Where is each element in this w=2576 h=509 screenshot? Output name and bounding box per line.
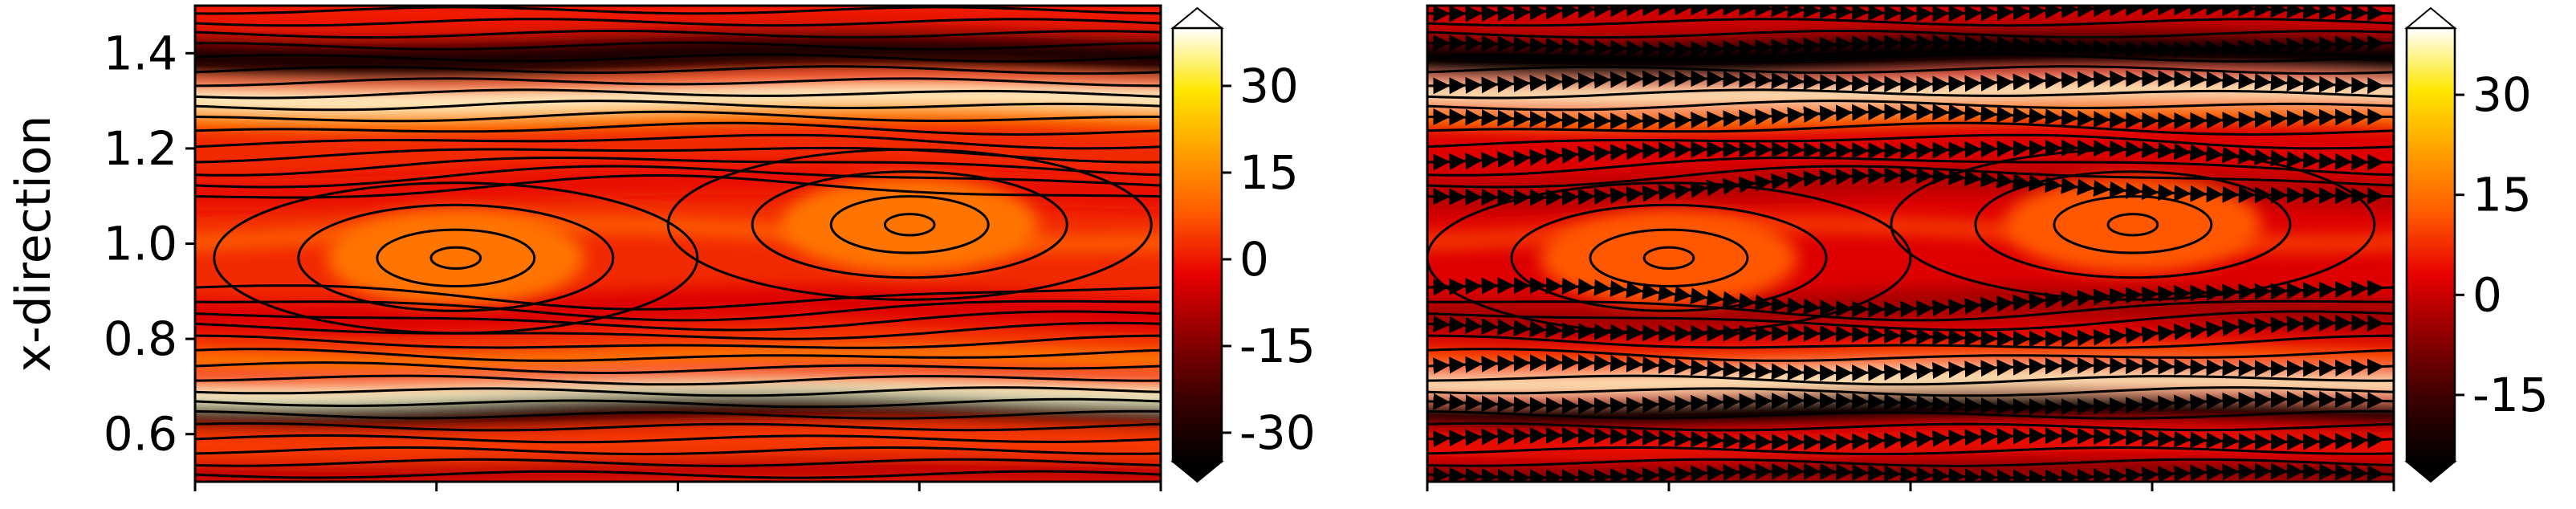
streamline bbox=[195, 421, 1161, 432]
vortex-orbit-2 bbox=[751, 170, 1068, 279]
streamline bbox=[1427, 348, 2394, 362]
y-tick-label: 1.2 bbox=[104, 121, 177, 176]
streamline bbox=[1427, 6, 2394, 22]
streamline bbox=[1427, 65, 2394, 75]
streamline bbox=[1427, 354, 2394, 382]
vortex-core-1 bbox=[327, 210, 584, 307]
streamline bbox=[1427, 426, 2394, 451]
streamline bbox=[195, 334, 1161, 349]
streamline bbox=[195, 77, 1161, 88]
streamline bbox=[195, 397, 1161, 409]
colorbar-1 bbox=[1173, 28, 1222, 462]
streamline bbox=[195, 470, 1161, 479]
streamline bbox=[195, 386, 1161, 397]
colorbar-tick-label: 0 bbox=[1239, 232, 1269, 287]
streamline bbox=[1427, 421, 2394, 432]
streamline bbox=[195, 6, 1161, 15]
vortex-orbit-1 bbox=[1589, 228, 1749, 287]
streamline bbox=[1427, 314, 2394, 348]
colorbar-tick-label: 15 bbox=[2472, 168, 2532, 222]
colorbar-tick-label: -30 bbox=[1239, 405, 1316, 460]
vortex-orbit-2 bbox=[883, 213, 936, 237]
colorbar-frame bbox=[1171, 26, 1223, 463]
streamline bbox=[1427, 133, 2394, 150]
streamline bbox=[1427, 34, 2394, 58]
streamline bbox=[1427, 103, 2394, 130]
vortex-orbit-2 bbox=[829, 195, 990, 254]
vortex-orbit-1 bbox=[213, 181, 699, 335]
streamline bbox=[1427, 70, 2394, 95]
vortex-orbit-2 bbox=[1974, 170, 2292, 279]
streamline bbox=[195, 446, 1161, 456]
streamline bbox=[195, 53, 1161, 63]
streamline bbox=[1427, 458, 2394, 467]
colorbar-tick-label: 30 bbox=[2472, 67, 2532, 122]
vortex-orbit-2 bbox=[1890, 148, 2376, 301]
y-tick-label: 0.6 bbox=[104, 407, 177, 462]
colorbar-extend-top bbox=[2404, 6, 2457, 29]
vortex-orbit-1 bbox=[1427, 181, 1912, 335]
colorbar-extend-bottom bbox=[2404, 461, 2457, 483]
colorbar-extend-bottom bbox=[1170, 461, 1224, 483]
streamline bbox=[195, 299, 1161, 322]
streamline bbox=[195, 100, 1161, 112]
colorbar-tick-label: 15 bbox=[1239, 145, 1299, 200]
streamline bbox=[195, 121, 1161, 136]
colorbar-tick-label: 30 bbox=[1239, 59, 1299, 113]
streamline bbox=[195, 110, 1161, 123]
y-tick-label: 1.0 bbox=[104, 217, 177, 271]
streamline bbox=[195, 321, 1161, 340]
vortex-orbit-1 bbox=[429, 246, 482, 270]
streamline bbox=[195, 173, 1161, 199]
streamline bbox=[195, 65, 1161, 75]
streamline bbox=[195, 18, 1161, 27]
vortex-core-1 bbox=[1540, 210, 1797, 307]
streamline bbox=[195, 133, 1161, 150]
streamline bbox=[195, 348, 1161, 362]
vortex-orbit-1 bbox=[376, 228, 536, 287]
streamline bbox=[195, 284, 1161, 311]
streamline bbox=[195, 374, 1161, 386]
streamlines bbox=[1427, 6, 2394, 482]
colorbar-tick-label: 0 bbox=[2472, 267, 2502, 322]
heatmap-panel-2 bbox=[1427, 6, 2394, 482]
streamline bbox=[1427, 386, 2394, 397]
colorbar-tick-label: -15 bbox=[1239, 319, 1316, 373]
streamline bbox=[1427, 390, 2394, 416]
colorbar-frame bbox=[2405, 26, 2456, 463]
vortex-orbit-2 bbox=[2106, 213, 2159, 237]
streamline bbox=[195, 165, 1161, 189]
colorbar-extend-top bbox=[1170, 6, 1224, 29]
streamlines bbox=[195, 6, 1161, 479]
streamline bbox=[1427, 166, 2394, 206]
streamline bbox=[195, 409, 1161, 420]
streamline bbox=[195, 41, 1161, 51]
vortex-orbit-1 bbox=[1642, 246, 1695, 270]
y-axis-label: x-direction bbox=[6, 115, 62, 372]
vortex-orbit-2 bbox=[2053, 195, 2213, 254]
streamline bbox=[1427, 30, 2394, 39]
streamline bbox=[195, 30, 1161, 39]
y-tick-label: 0.8 bbox=[104, 312, 177, 366]
vortex-orbit-2 bbox=[666, 148, 1153, 301]
vortex-orbit-1 bbox=[297, 203, 615, 312]
streamline bbox=[195, 361, 1161, 374]
y-tick-label: 1.4 bbox=[104, 26, 177, 80]
streamline bbox=[1427, 100, 2394, 112]
colorbar-tick-label: -15 bbox=[2472, 368, 2549, 422]
vortex-core-2 bbox=[781, 176, 1039, 273]
streamline bbox=[195, 88, 1161, 100]
colorbar-2 bbox=[2407, 28, 2455, 462]
streamline bbox=[195, 434, 1161, 444]
streamline bbox=[1427, 462, 2394, 482]
streamline bbox=[195, 458, 1161, 467]
heatmap-panel-1 bbox=[195, 6, 1161, 482]
streamline bbox=[195, 157, 1161, 177]
vortex-orbit-1 bbox=[1510, 203, 1828, 312]
streamline bbox=[195, 310, 1161, 332]
